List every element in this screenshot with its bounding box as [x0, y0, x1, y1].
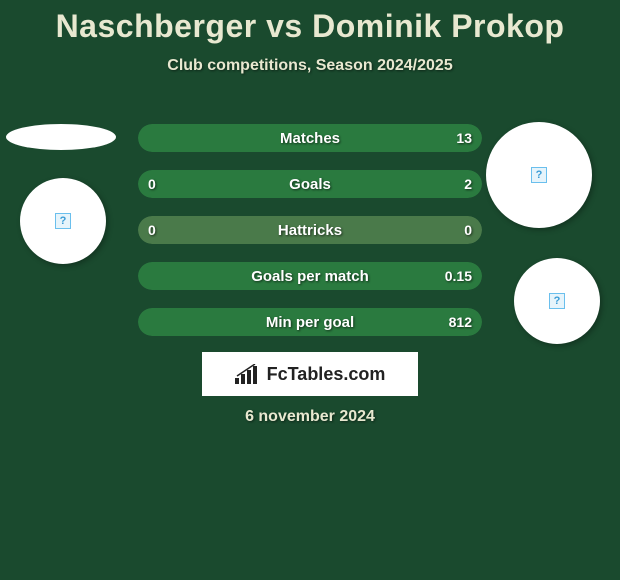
stat-value-right: 13 — [456, 124, 472, 152]
placeholder-icon: ? — [531, 167, 547, 183]
stat-label: Min per goal — [138, 308, 482, 336]
stat-row: 0Goals2 — [138, 170, 482, 198]
stat-label: Goals per match — [138, 262, 482, 290]
page-title: Naschberger vs Dominik Prokop — [0, 0, 620, 45]
player-avatar-left: ? — [20, 178, 106, 264]
page-subtitle: Club competitions, Season 2024/2025 — [0, 57, 620, 75]
stat-row: Matches13 — [138, 124, 482, 152]
stat-row: Min per goal812 — [138, 308, 482, 336]
player-avatar-right-top: ? — [486, 122, 592, 228]
player-avatar-right-bottom: ? — [514, 258, 600, 344]
date-label: 6 november 2024 — [0, 408, 620, 426]
watermark-text: FcTables.com — [267, 364, 386, 385]
stat-row: Goals per match0.15 — [138, 262, 482, 290]
placeholder-icon: ? — [549, 293, 565, 309]
stat-label: Matches — [138, 124, 482, 152]
stat-value-right: 0 — [464, 216, 472, 244]
stat-label: Goals — [138, 170, 482, 198]
decor-ellipse — [6, 124, 116, 150]
stat-label: Hattricks — [138, 216, 482, 244]
stat-row: 0Hattricks0 — [138, 216, 482, 244]
placeholder-icon: ? — [55, 213, 71, 229]
stat-value-right: 0.15 — [445, 262, 472, 290]
stats-container: Matches130Goals20Hattricks0Goals per mat… — [138, 124, 482, 354]
chart-icon — [235, 364, 261, 384]
stat-value-right: 812 — [449, 308, 472, 336]
stat-value-right: 2 — [464, 170, 472, 198]
watermark: FcTables.com — [202, 352, 418, 396]
